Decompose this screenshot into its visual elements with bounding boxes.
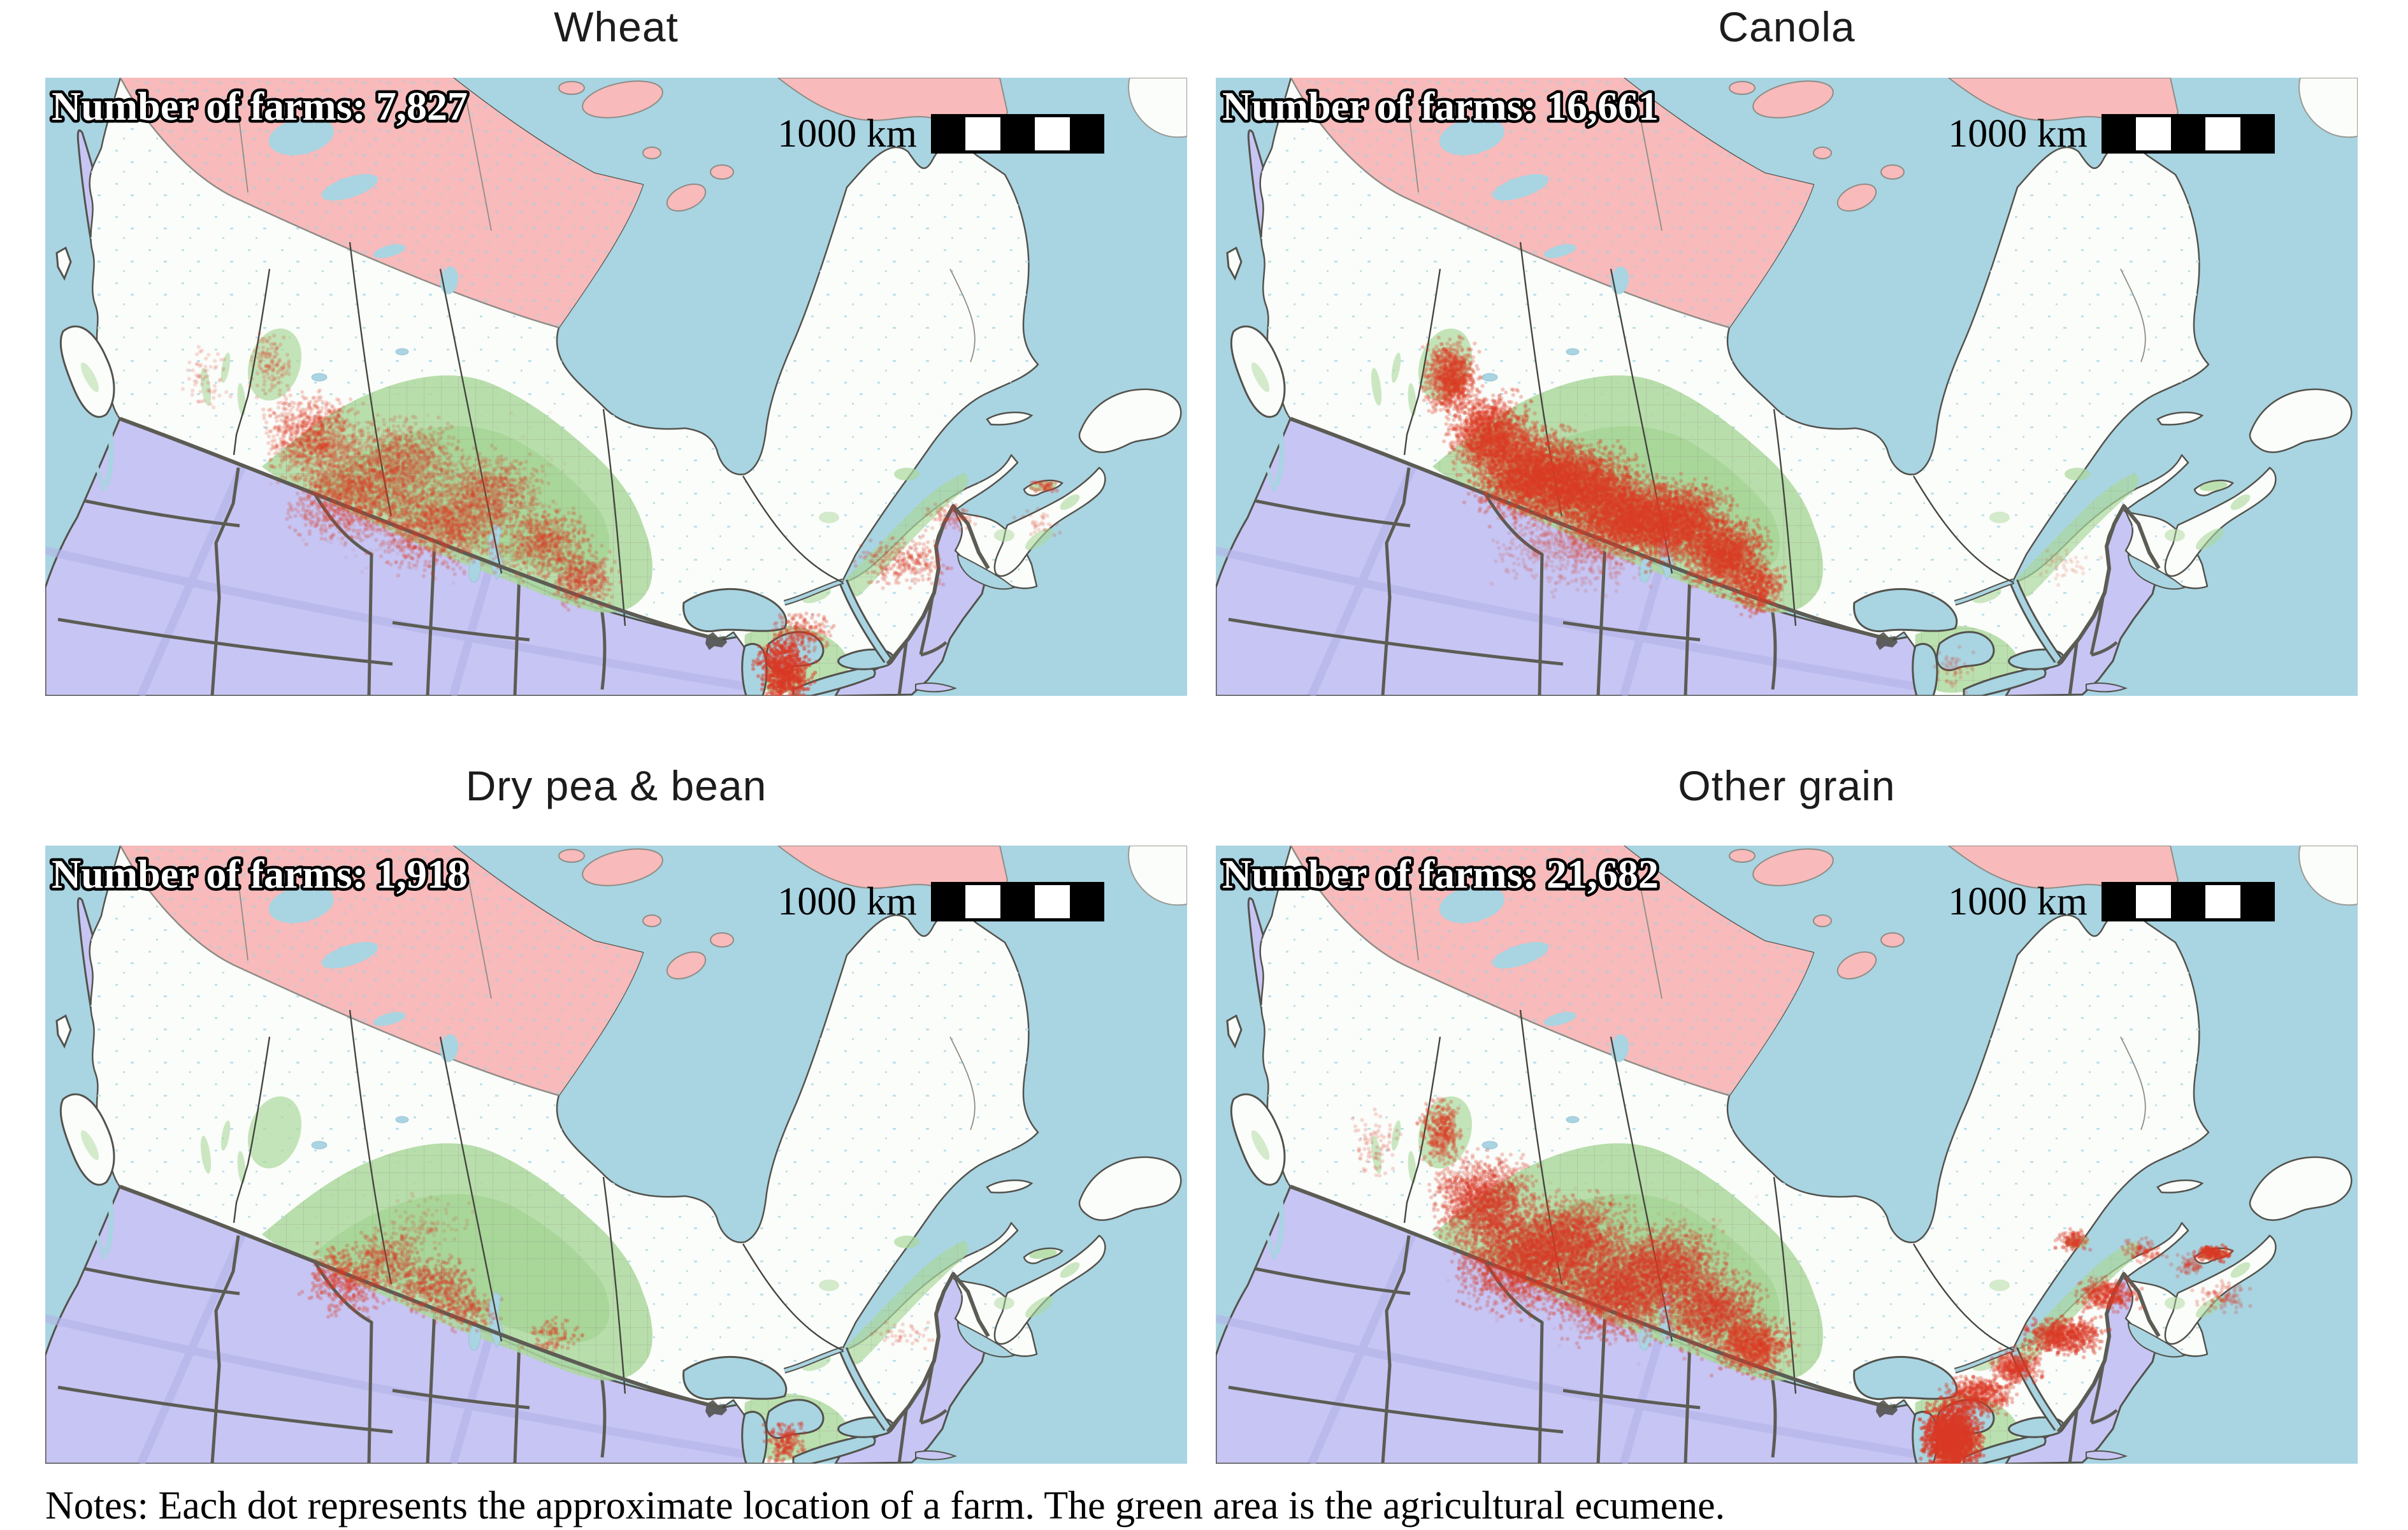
map-panel-dry-pea-bean: Dry pea & bean <box>45 696 1187 1464</box>
map-dry-pea-bean: Number of farms: 1,918 1000 km <box>45 846 1187 1464</box>
farm-dots-layer <box>1216 78 2358 696</box>
map-grid: Wheat <box>45 0 2358 1464</box>
panel-title-wheat: Wheat <box>554 3 679 50</box>
map-panel-canola: Canola <box>1216 0 2358 696</box>
panel-title-other-grain: Other grain <box>1678 761 1896 809</box>
map-other-grain: Number of farms: 21,682 1000 km <box>1216 846 2358 1464</box>
map-panel-wheat: Wheat <box>45 0 1187 696</box>
panel-title-dry-pea-bean: Dry pea & bean <box>465 761 767 809</box>
figure-notes: Notes: Each dot represents the approxima… <box>45 1484 1726 1527</box>
map-canola: Number of farms: 16,661 1000 km <box>1216 78 2358 696</box>
farm-dots-layer <box>1216 846 2358 1464</box>
panel-title-canola: Canola <box>1718 3 1856 50</box>
map-panel-other-grain: Other grain <box>1216 696 2358 1464</box>
farm-dots-layer <box>45 846 1187 1464</box>
map-wheat: Number of farms: 7,827 1000 km <box>45 78 1187 696</box>
farm-dots-layer <box>45 78 1187 696</box>
